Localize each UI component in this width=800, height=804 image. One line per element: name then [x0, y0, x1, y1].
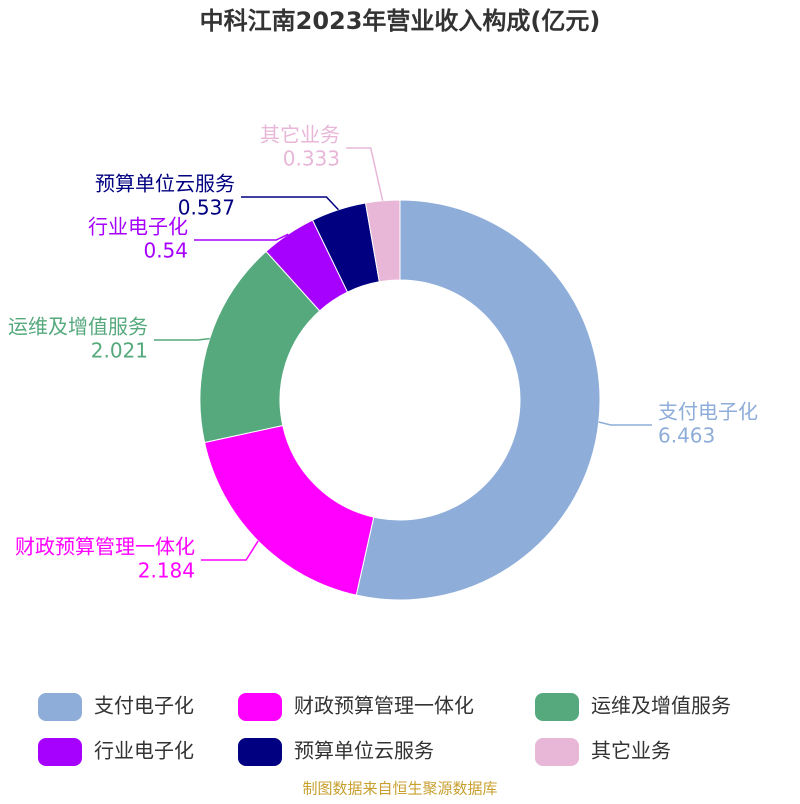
- legend-swatch: [535, 738, 579, 766]
- legend-label: 运维及增值服务: [591, 694, 731, 718]
- legend-label: 行业电子化: [94, 739, 194, 763]
- legend-label: 财政预算管理一体化: [294, 694, 474, 718]
- legend-label: 支付电子化: [94, 694, 194, 718]
- data-label-value: 6.463: [658, 424, 715, 448]
- legend-swatch: [238, 693, 282, 721]
- data-label-name: 行业电子化: [88, 215, 188, 239]
- leader-line: [194, 233, 289, 241]
- data-label-name: 支付电子化: [658, 400, 758, 424]
- data-label-value: 0.54: [143, 239, 188, 263]
- legend-swatch: [535, 693, 579, 721]
- source-note: 制图数据来自恒生聚源数据库: [302, 780, 497, 798]
- leader-line: [241, 196, 339, 211]
- leader-line: [154, 337, 210, 341]
- data-label-name: 预算单位云服务: [95, 172, 235, 196]
- data-label-name: 运维及增值服务: [8, 315, 148, 339]
- donut-slice: [203, 424, 375, 596]
- data-label-value: 0.537: [178, 196, 235, 220]
- donut-slice: [355, 199, 601, 601]
- legend-swatch: [38, 738, 82, 766]
- legend-label: 其它业务: [591, 739, 671, 763]
- legend-swatch: [38, 693, 82, 721]
- data-label-name: 财政预算管理一体化: [15, 535, 195, 559]
- legend-label: 预算单位云服务: [294, 739, 434, 763]
- leader-line: [346, 147, 384, 201]
- data-label-value: 2.184: [138, 559, 195, 583]
- data-label-value: 0.333: [283, 147, 340, 171]
- data-label-name: 其它业务: [260, 123, 340, 147]
- donut-slice: [364, 199, 401, 283]
- chart-title: 中科江南2023年营业收入构成(亿元): [200, 7, 601, 35]
- leader-line: [598, 421, 652, 426]
- legend-swatch: [238, 738, 282, 766]
- data-label-value: 2.021: [91, 339, 148, 363]
- leader-line: [201, 540, 259, 561]
